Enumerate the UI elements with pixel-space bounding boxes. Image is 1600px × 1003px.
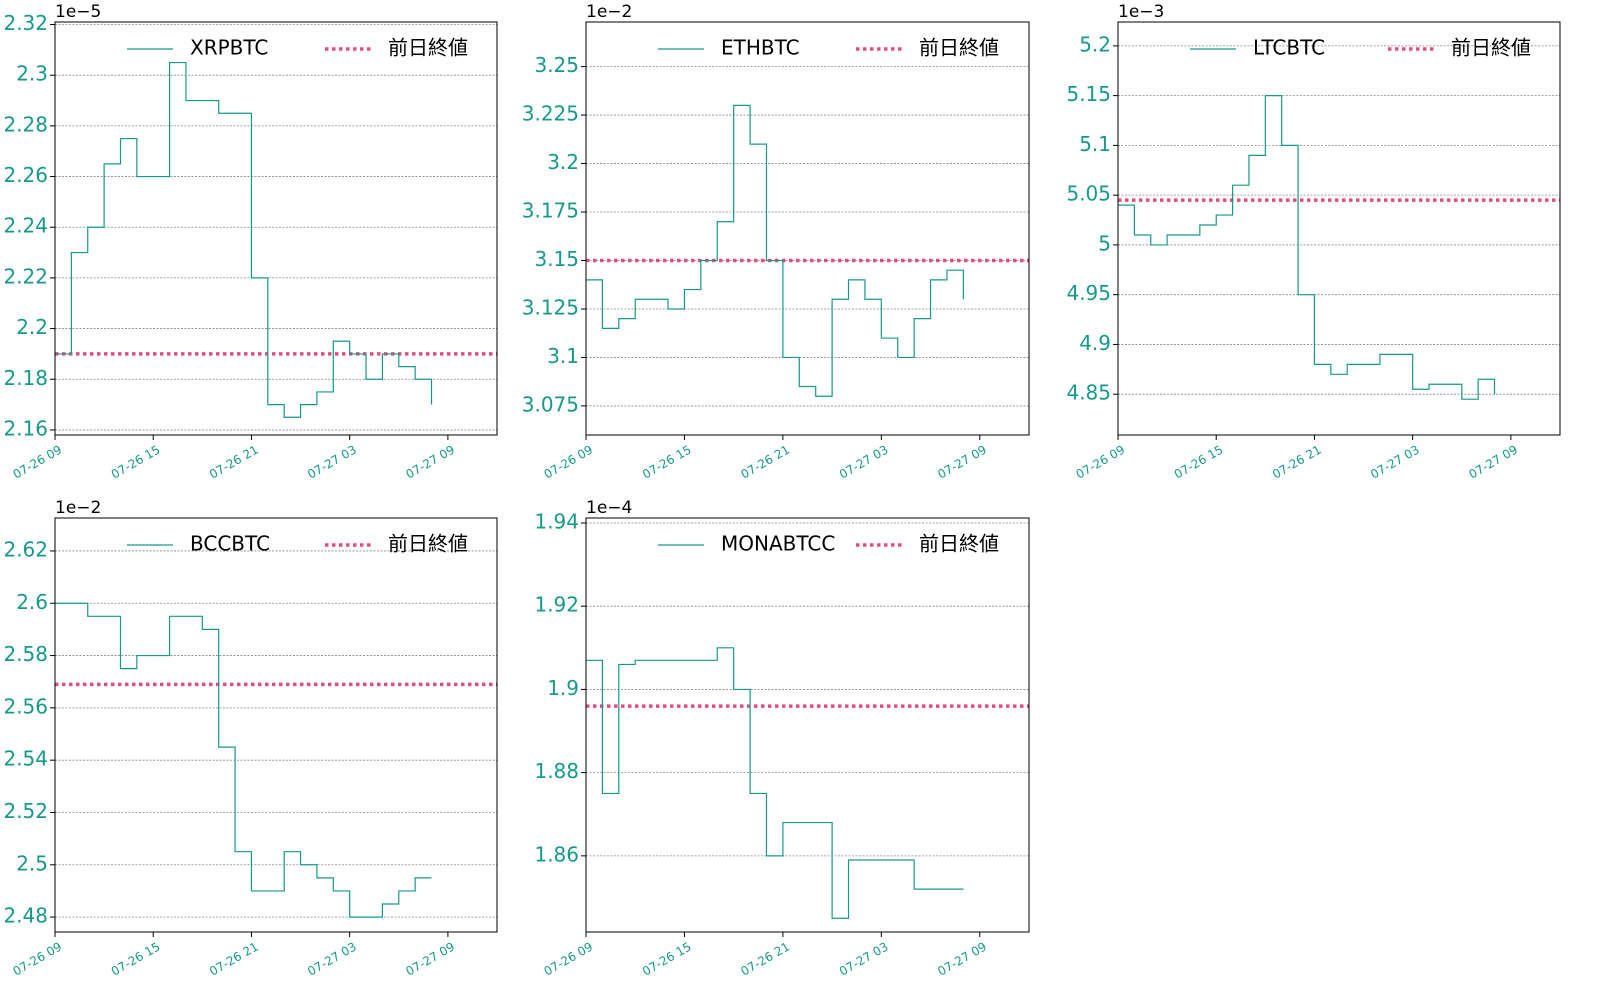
x-tick-label: 07-26 15 [109,443,163,482]
offset-label: 1e−3 [1118,2,1164,22]
y-tick-label: 4.95 [1066,281,1111,305]
y-tick-label: 1.88 [534,759,579,783]
legend-label: ETHBTC [721,36,800,60]
x-tick-label: 07-27 09 [935,443,989,482]
y-tick-label: 5.1 [1079,132,1111,156]
legend-label: 前日終値 [1451,36,1531,60]
plot-frame [1117,21,1561,436]
x-tick-label: 07-27 09 [403,940,457,979]
x-tick-label: 07-26 15 [1172,443,1226,482]
x-tick-label: 07-26 15 [640,940,694,979]
y-tick-label: 5.2 [1079,32,1111,56]
y-tick-label: 2.56 [3,694,48,718]
x-tick-label: 07-26 15 [109,940,163,979]
legend-label: BCCBTC [190,532,270,556]
y-tick-label: 2.22 [3,264,48,288]
y-tick-label: 1.9 [547,676,579,700]
x-tick-label: 07-26 09 [542,443,596,482]
y-tick-label: 2.26 [3,163,48,187]
legend-label: 前日終値 [388,532,468,556]
plot-frame [585,21,1030,436]
y-tick-label: 3.2 [547,150,579,174]
x-tick-label: 07-27 03 [1368,443,1422,482]
offset-label: 1e−2 [586,2,632,22]
y-tick-label: 2.5 [16,851,48,875]
x-tick-label: 07-27 03 [837,443,891,482]
plot-frame [54,517,498,933]
legend-label: XRPBTC [190,36,268,60]
legend-label: 前日終値 [919,532,999,556]
y-tick-label: 2.3 [16,62,48,86]
y-tick-label: 2.62 [3,537,48,561]
x-tick-label: 07-26 21 [738,443,792,482]
y-tick-label: 3.125 [522,295,579,319]
x-tick-label: 07-27 03 [305,940,359,979]
y-tick-label: 3.1 [547,344,579,368]
x-tick-label: 07-26 21 [1270,443,1324,482]
y-tick-label: 2.24 [3,214,48,238]
y-tick-label: 2.48 [3,904,48,928]
y-tick-label: 5.05 [1066,182,1111,206]
y-tick-label: 3.25 [534,53,579,77]
y-tick-label: 2.16 [3,416,48,440]
y-tick-label: 1.86 [534,842,579,866]
x-tick-label: 07-26 09 [11,940,65,979]
y-tick-label: 2.32 [3,11,48,35]
y-tick-label: 3.15 [534,247,579,271]
legend-label: MONABTCC [721,532,835,556]
y-tick-label: 2.52 [3,799,48,823]
offset-label: 1e−2 [55,498,101,518]
y-tick-label: 2.58 [3,642,48,666]
x-tick-label: 07-27 09 [403,443,457,482]
x-tick-label: 07-26 21 [207,443,261,482]
x-tick-label: 07-27 03 [837,940,891,979]
y-tick-label: 5 [1098,231,1111,255]
y-tick-label: 1.94 [534,509,579,533]
y-tick-label: 5.15 [1066,82,1111,106]
x-tick-label: 07-26 15 [640,443,694,482]
x-tick-label: 07-26 09 [11,443,65,482]
x-tick-label: 07-26 21 [207,940,261,979]
x-tick-label: 07-26 09 [542,940,596,979]
price-line [586,647,964,919]
legend-label: 前日終値 [919,36,999,60]
offset-label: 1e−4 [586,498,632,518]
x-tick-label: 07-26 09 [1074,443,1128,482]
plot-frame [54,21,498,436]
y-tick-label: 2.18 [3,366,48,390]
x-tick-label: 07-26 21 [738,940,792,979]
price-line [55,61,433,418]
y-tick-label: 4.85 [1066,381,1111,405]
price-line [1118,95,1496,400]
x-tick-label: 07-27 09 [935,940,989,979]
offset-label: 1e−5 [55,2,101,22]
plot-frame [585,517,1030,933]
x-tick-label: 07-27 09 [1466,443,1520,482]
y-tick-label: 3.075 [522,392,579,416]
y-tick-label: 4.9 [1079,331,1111,355]
legend-label: LTCBTC [1253,36,1325,60]
y-tick-label: 2.2 [16,315,48,339]
price-line [586,104,964,397]
legend-label: 前日終値 [388,36,468,60]
price-line [55,602,432,918]
y-tick-label: 2.54 [3,747,48,771]
y-tick-label: 2.28 [3,112,48,136]
y-tick-label: 3.175 [522,199,579,223]
x-tick-label: 07-27 03 [305,443,359,482]
y-tick-label: 3.225 [522,102,579,126]
y-tick-label: 1.92 [534,593,579,617]
y-tick-label: 2.6 [16,590,48,614]
